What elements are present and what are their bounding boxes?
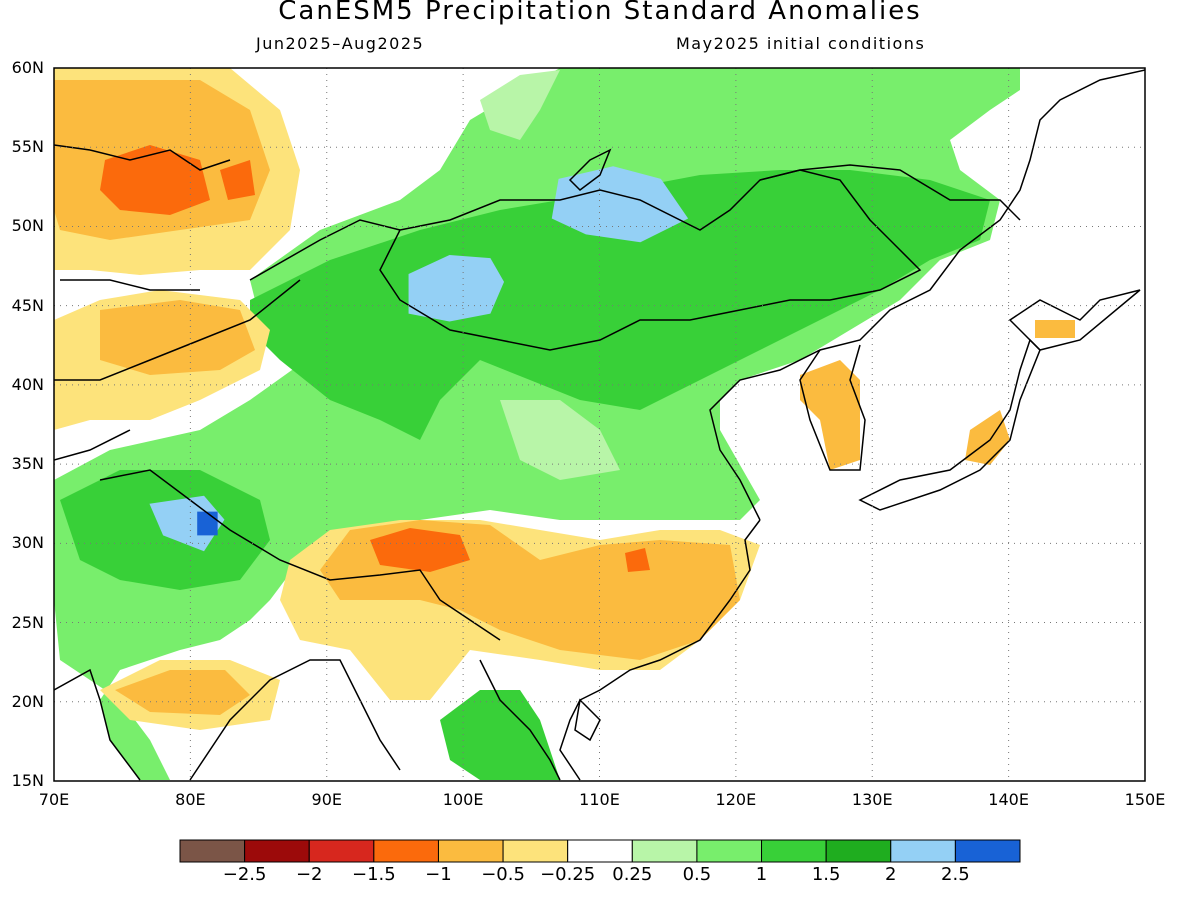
lat-tick-label: 20N <box>11 691 44 711</box>
border-mongolia <box>379 169 922 351</box>
graticule <box>54 68 1145 781</box>
anomaly-region-dry-kazakh-mod <box>100 300 255 375</box>
lon-tick-label: 140E <box>988 790 1029 809</box>
anomaly-region-dry-west-strong <box>100 145 210 215</box>
colorbar-swatch <box>696 839 763 863</box>
lat-tick-label: 15N <box>11 771 44 790</box>
colorbar-label: 2.5 <box>941 864 970 885</box>
colorbar-swatch <box>890 839 956 863</box>
lat-tick-label: 30N <box>11 533 44 553</box>
forecast-period: Jun2025–Aug2025 <box>256 34 425 53</box>
lat-tick-label: 50N <box>11 216 44 236</box>
coastline-bohai <box>709 69 1145 521</box>
lon-tick-label: 70E <box>38 790 70 809</box>
colorbar-swatch <box>825 839 892 863</box>
border-himalaya <box>99 469 501 641</box>
lon-tick-label: 100E <box>442 790 484 809</box>
lat-tick-label: 60N <box>11 58 44 77</box>
coastline-india <box>54 659 401 781</box>
colorbar-swatch <box>502 839 569 863</box>
colorbar-swatch <box>308 839 375 863</box>
coastline-korea <box>799 344 866 471</box>
anomaly-region-4 <box>197 511 218 536</box>
anomaly-region-dry-south-strong <box>370 528 470 572</box>
anomaly-region-light-wet-2 <box>500 400 620 480</box>
lon-tick-label: 110E <box>579 790 620 809</box>
colorbar <box>179 839 1021 863</box>
lat-tick-label: 35N <box>11 454 44 474</box>
lon-tick-label: 150E <box>1124 790 1166 809</box>
colorbar-label: −2 <box>295 864 323 885</box>
lon-tick-label: 80E <box>175 790 206 809</box>
colorbar-label: 0.25 <box>612 864 653 885</box>
anomaly-region-dry-west-strong-2 <box>220 160 255 200</box>
border-west <box>54 144 231 461</box>
border-china-russia <box>759 164 1021 221</box>
colorbar-label: −1 <box>425 864 452 885</box>
colorbar-label: −0.25 <box>540 864 596 885</box>
coastline-hokkaido <box>1008 289 1141 351</box>
border-central-asia <box>54 219 401 381</box>
colorbar-swatch <box>244 839 310 863</box>
colorbar-swatch <box>437 839 504 863</box>
anomaly-region-3 <box>149 495 225 552</box>
anomaly-region-0 <box>408 254 505 322</box>
anomaly-region-dry-hokkaido <box>1035 320 1075 338</box>
colorbar-swatch <box>761 839 827 863</box>
coastline-baikal <box>568 148 612 191</box>
anomaly-region-dry-south-strong-2 <box>625 548 650 572</box>
colorbar-label: 0.5 <box>682 864 712 885</box>
colorbar-label: 2 <box>885 864 897 885</box>
colorbar-swatch <box>373 839 439 863</box>
lat-tick-label: 40N <box>11 374 44 394</box>
lon-tick-label: 130E <box>851 790 893 809</box>
initial-conditions: May2025 initial conditions <box>676 34 926 53</box>
colorbar-label: −1.5 <box>351 864 396 885</box>
colorbar-label: −2.5 <box>222 864 267 885</box>
colorbar-swatch <box>631 839 698 863</box>
colorbar-swatch <box>179 839 246 863</box>
colorbar-swatch <box>954 839 1021 863</box>
colorbar-swatch <box>567 839 633 863</box>
lon-tick-label: 120E <box>715 790 757 809</box>
colorbar-label: −0.5 <box>481 864 525 885</box>
anomaly-region-dry-korea <box>800 360 860 470</box>
anomaly-region-moist-s <box>440 690 560 780</box>
colorbar-label: 1 <box>755 864 768 885</box>
lat-tick-label: 45N <box>11 295 44 315</box>
anomaly-region-moist <box>250 170 990 440</box>
anomaly-region-light-wet <box>480 70 560 140</box>
anomaly-region-dry-india-mod <box>115 670 250 715</box>
lat-tick-label: 55N <box>11 137 44 157</box>
lat-tick-label: 25N <box>11 612 44 632</box>
coastline-indochina <box>479 659 601 781</box>
lon-tick-label: 90E <box>311 790 342 809</box>
colorbar-label: 1.5 <box>811 864 841 885</box>
map-title: CanESM5 Precipitation Standard Anomalies <box>278 0 922 26</box>
map-frame <box>53 67 1146 782</box>
coastline-east-asia <box>559 519 761 781</box>
